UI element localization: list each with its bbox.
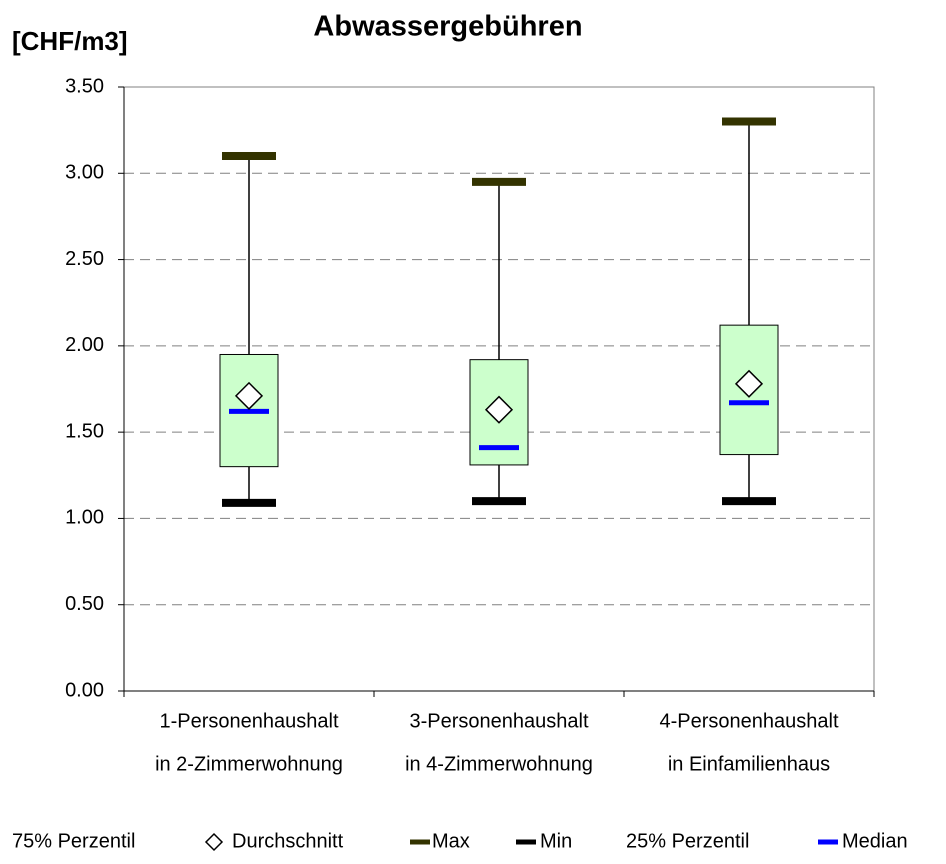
y-tick-label: 3.00: [65, 162, 104, 184]
x-tick-label: 4-Personenhaushalt: [659, 710, 838, 732]
x-tick-label: in 2-Zimmerwohnung: [155, 753, 343, 775]
legend-label: 75% Perzentil: [12, 830, 135, 852]
mean-marker: [234, 381, 264, 410]
mean-marker: [484, 395, 514, 424]
y-tick-label: 2.00: [65, 334, 104, 356]
y-tick-label: 3.50: [65, 75, 104, 97]
legend-label: Min: [540, 830, 572, 852]
y-tick-label: 1.50: [65, 420, 104, 442]
y-tick-label: 1.00: [65, 507, 104, 529]
y-tick-label: 2.50: [65, 248, 104, 270]
legend-marker: [204, 832, 224, 852]
y-tick-label: 0.00: [65, 679, 104, 701]
x-tick-label: in 4-Zimmerwohnung: [405, 753, 593, 775]
mean-marker: [734, 369, 764, 398]
legend-label: Max: [432, 830, 470, 852]
legend-label: Median: [842, 830, 908, 852]
legend-label: 25% Perzentil: [626, 830, 749, 852]
x-tick-label: 1-Personenhaushalt: [159, 710, 338, 732]
x-tick-label: 3-Personenhaushalt: [409, 710, 588, 732]
y-axis-label: [CHF/m3]: [12, 26, 128, 56]
x-tick-label: in Einfamilienhaus: [668, 753, 830, 775]
y-tick-label: 0.50: [65, 593, 104, 615]
chart-title: Abwassergebühren: [313, 11, 582, 43]
legend-label: Durchschnitt: [232, 830, 344, 852]
